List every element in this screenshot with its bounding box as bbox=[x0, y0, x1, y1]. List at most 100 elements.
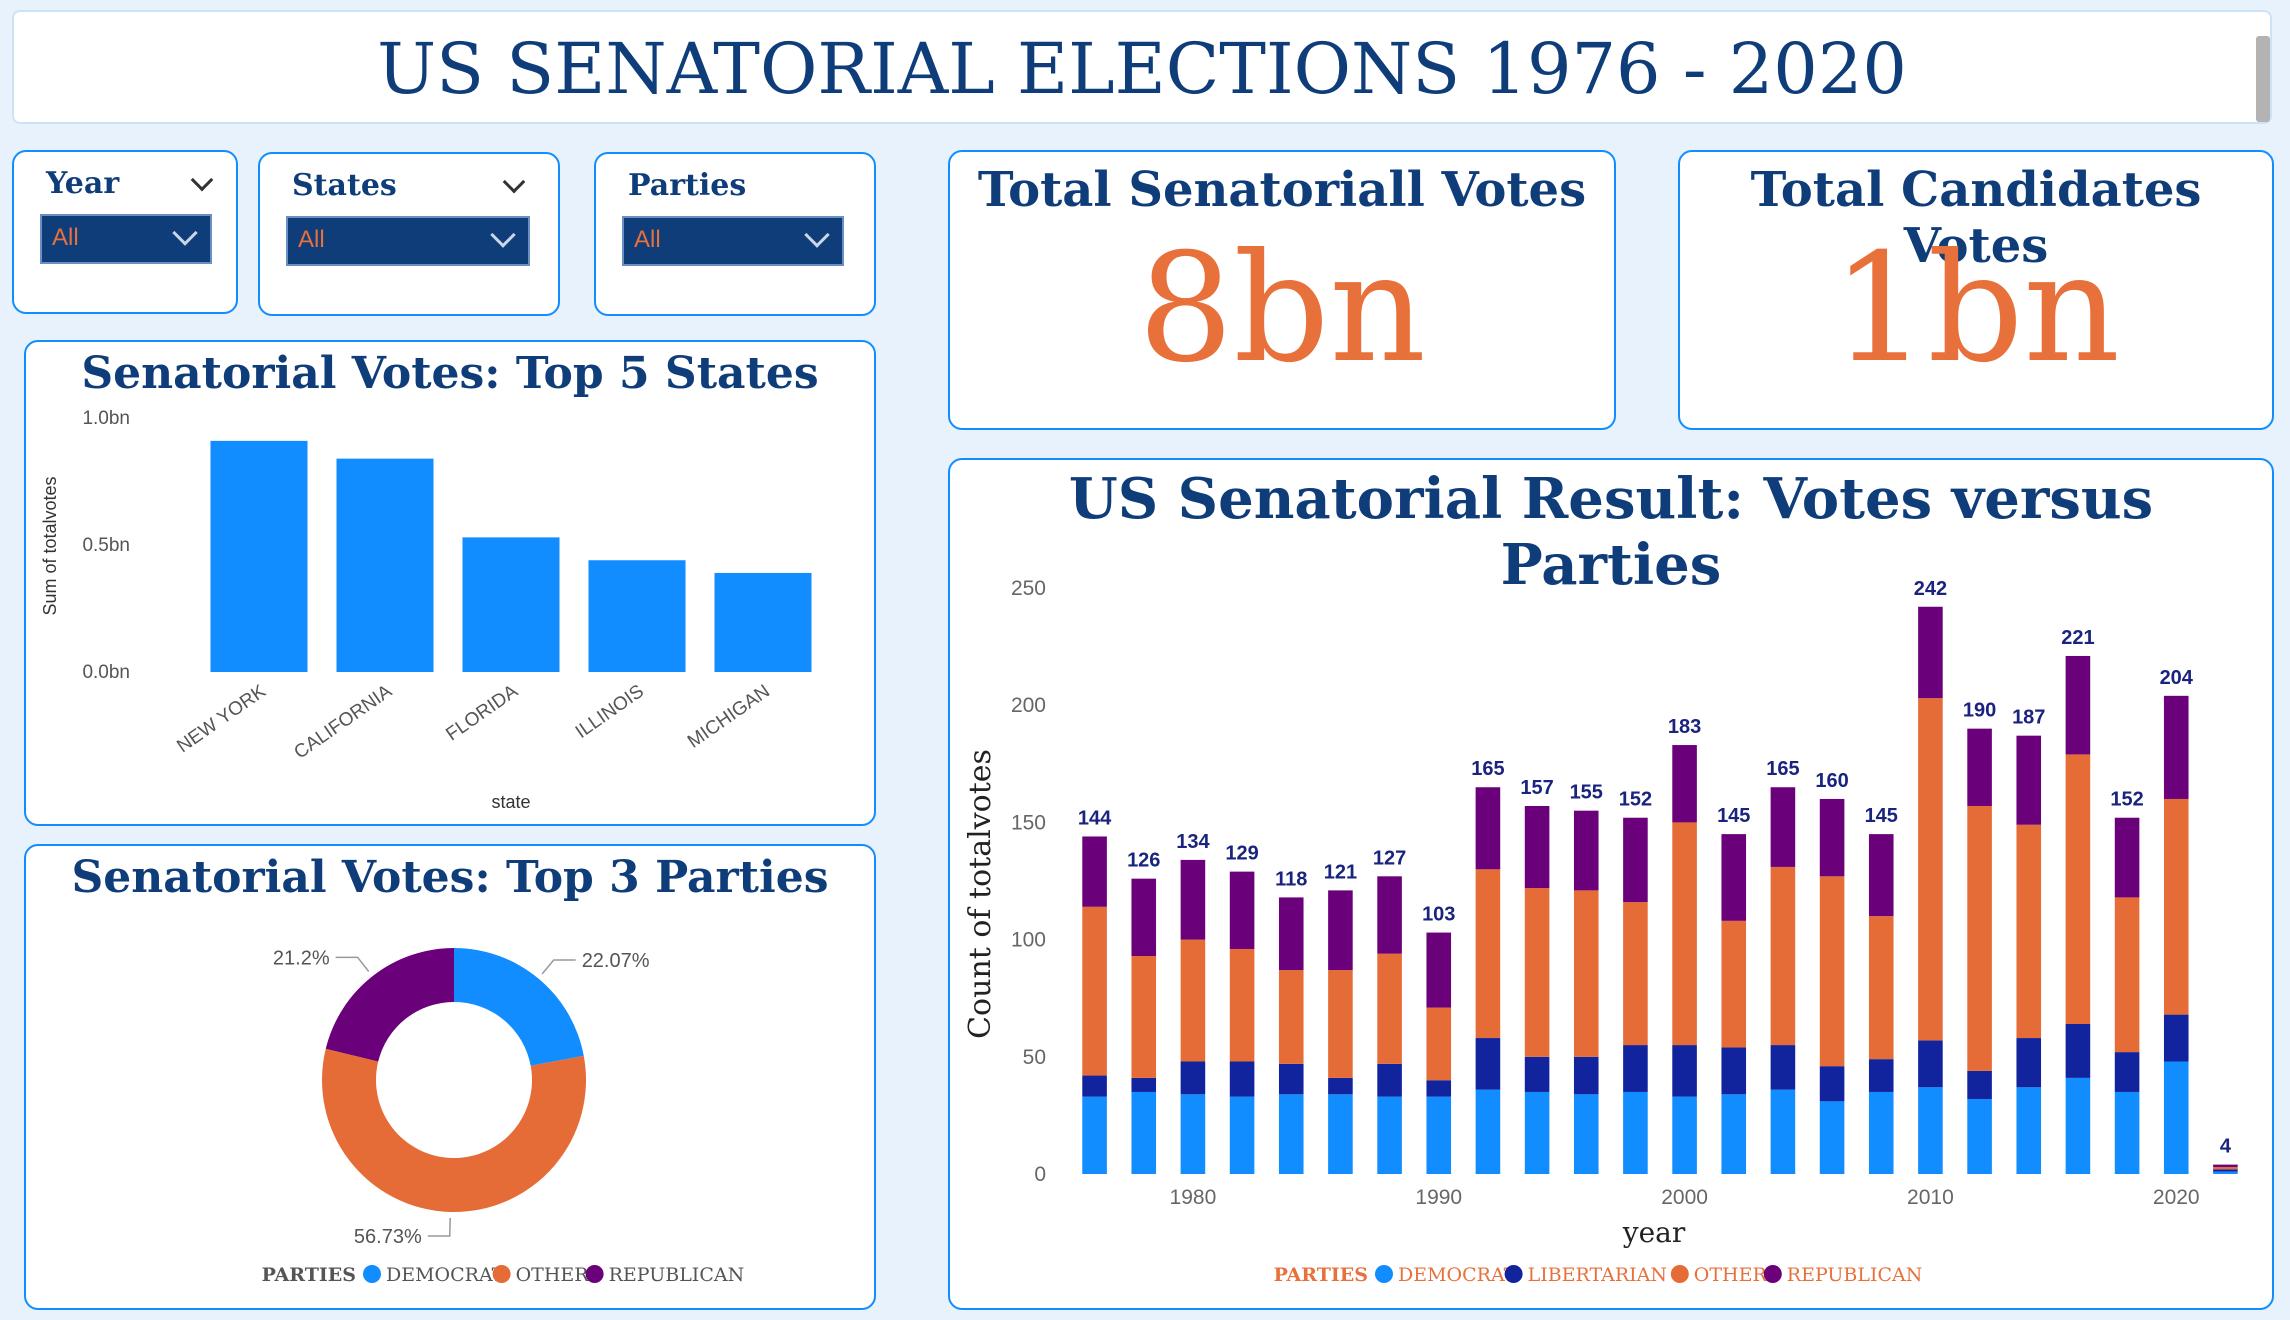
stack-segment bbox=[1770, 1089, 1796, 1174]
stack-segment bbox=[1426, 1007, 1452, 1081]
bar bbox=[714, 572, 812, 672]
top-parties-chart-title: Senatorial Votes: Top 3 Parties bbox=[71, 852, 829, 903]
year-slicer: Year All bbox=[12, 150, 238, 314]
data-label: 134 bbox=[1176, 831, 1210, 853]
stack-segment bbox=[1328, 1094, 1353, 1174]
stack-segment bbox=[2065, 655, 2091, 755]
x-tick-label: 2020 bbox=[2153, 1186, 2200, 1209]
stack-segment bbox=[1278, 1094, 1304, 1174]
parties-dropdown[interactable]: All bbox=[622, 216, 844, 266]
x-tick-label: 1980 bbox=[1170, 1186, 1217, 1209]
x-tick-label: 2000 bbox=[1661, 1186, 1708, 1209]
legend-dot bbox=[492, 1265, 511, 1283]
stack-segment bbox=[1229, 1061, 1255, 1097]
data-label: 152 bbox=[1619, 789, 1652, 811]
bar bbox=[336, 458, 434, 672]
kpi-total-candidates-value: 1bn bbox=[1831, 222, 2121, 396]
stack-segment bbox=[1672, 1096, 1697, 1174]
stack-segment bbox=[1672, 822, 1697, 1046]
stack-segment bbox=[1278, 970, 1304, 1064]
stack-segment bbox=[1426, 1080, 1452, 1097]
stack-segment bbox=[1623, 1091, 1648, 1174]
stack-segment bbox=[1721, 834, 1747, 921]
stack-segment bbox=[1328, 970, 1353, 1078]
parties-slicer-label: Parties bbox=[628, 168, 747, 203]
legend-item: DEMOCRAT bbox=[1398, 1264, 1517, 1286]
year-slicer-label: Year bbox=[46, 166, 120, 201]
data-label: 121 bbox=[1324, 861, 1357, 883]
legend-title: PARTIES bbox=[262, 1264, 356, 1286]
stack-segment bbox=[1721, 920, 1747, 1048]
legend-item: REPUBLICAN bbox=[1787, 1264, 1923, 1286]
data-label: 187 bbox=[2012, 707, 2045, 729]
legend-item: OTHER bbox=[516, 1264, 590, 1286]
chevron-down-icon[interactable] bbox=[190, 168, 214, 192]
votes-vs-parties-chart-card: US Senatorial Result: Votes versus Parti… bbox=[948, 458, 2274, 1310]
data-label: 144 bbox=[1078, 807, 1112, 829]
y-tick-label: 200 bbox=[1011, 694, 1046, 717]
stack-segment bbox=[1573, 890, 1599, 1057]
stack-segment bbox=[1819, 876, 1845, 1067]
votes-vs-parties-chart: 0 50 100 150 200 250 Count of totalvotes 144 126… bbox=[963, 577, 2238, 1286]
data-label: 145 bbox=[1865, 805, 1898, 827]
y-tick-label: 0 bbox=[1034, 1163, 1046, 1186]
data-label: 183 bbox=[1668, 716, 1701, 738]
donut-slice bbox=[322, 1048, 586, 1212]
stack-segment bbox=[1475, 1089, 1501, 1174]
donut-slice bbox=[325, 948, 454, 1062]
stack-segment bbox=[1082, 906, 1107, 1076]
stack-segment bbox=[1377, 1063, 1402, 1097]
top-parties-chart: 22.07% 56.73% 21.2% PARTIES DEMOCRAT OTHER REP… bbox=[262, 947, 745, 1286]
stack-segment bbox=[1672, 745, 1697, 823]
kpi-total-candidates: Total Candidates Votes 1bn bbox=[1678, 150, 2274, 430]
stack-segment bbox=[1082, 1096, 1107, 1174]
stack-segment bbox=[1623, 1045, 1648, 1092]
legend-title: PARTIES bbox=[1274, 1264, 1368, 1286]
stack-segment bbox=[2163, 1061, 2189, 1174]
chevron-down-icon bbox=[172, 220, 198, 246]
data-label: 165 bbox=[1471, 758, 1504, 780]
stack-segment bbox=[1967, 728, 1992, 806]
top-states-chart: 0.0bn 0.5bn 1.0bn Sum of totalvotes NEW YORK… bbox=[40, 408, 812, 812]
stack-segment bbox=[1475, 787, 1501, 870]
stack-segment bbox=[1770, 787, 1796, 867]
stack-segment bbox=[1524, 805, 1550, 889]
slice-label: 22.07% bbox=[582, 950, 650, 972]
legend-dot bbox=[1670, 1265, 1689, 1283]
stack-segment bbox=[1573, 810, 1599, 891]
stack-segment bbox=[1672, 1045, 1697, 1097]
stack-segment bbox=[1082, 1075, 1107, 1097]
stack-segment bbox=[1082, 836, 1107, 907]
bar bbox=[210, 440, 308, 672]
kpi-total-votes: Total Senatoriall Votes 8bn bbox=[948, 150, 1616, 430]
chevron-down-icon[interactable] bbox=[502, 170, 526, 194]
legend-dot bbox=[1504, 1265, 1523, 1283]
states-dropdown[interactable]: All bbox=[286, 216, 530, 266]
data-label: 127 bbox=[1373, 847, 1406, 869]
stack-segment bbox=[1377, 1096, 1402, 1174]
states-slicer: States All bbox=[258, 152, 560, 316]
kpi-total-votes-title: Total Senatoriall Votes bbox=[977, 162, 1587, 218]
stack-segment bbox=[1475, 1038, 1501, 1090]
scrollbar[interactable] bbox=[2256, 36, 2270, 122]
stack-segment bbox=[1967, 805, 1992, 1071]
data-label: 129 bbox=[1225, 843, 1258, 865]
y-tick-label: 0.5bn bbox=[82, 535, 130, 556]
stack-segment bbox=[1868, 1091, 1894, 1174]
stack-segment bbox=[1967, 1098, 1992, 1174]
y-tick-label: 100 bbox=[1011, 929, 1046, 952]
stack-segment bbox=[1770, 1045, 1796, 1090]
stack-segment bbox=[1524, 1056, 1550, 1092]
stack-segment bbox=[1180, 859, 1206, 940]
stack-segment bbox=[1131, 1077, 1157, 1092]
legend-dot bbox=[1375, 1265, 1393, 1283]
stack-segment bbox=[1426, 1096, 1452, 1174]
data-label: 165 bbox=[1766, 758, 1799, 780]
stack-segment bbox=[1328, 1077, 1353, 1095]
year-dropdown[interactable]: All bbox=[40, 214, 212, 264]
stack-segment bbox=[1180, 939, 1206, 1062]
stack-segment bbox=[1868, 916, 1894, 1060]
top-states-chart-title: Senatorial Votes: Top 5 States bbox=[81, 348, 819, 399]
top-parties-chart-card: Senatorial Votes: Top 3 Parties 22.07% 56… bbox=[24, 844, 876, 1310]
stack-segment bbox=[1770, 866, 1796, 1046]
